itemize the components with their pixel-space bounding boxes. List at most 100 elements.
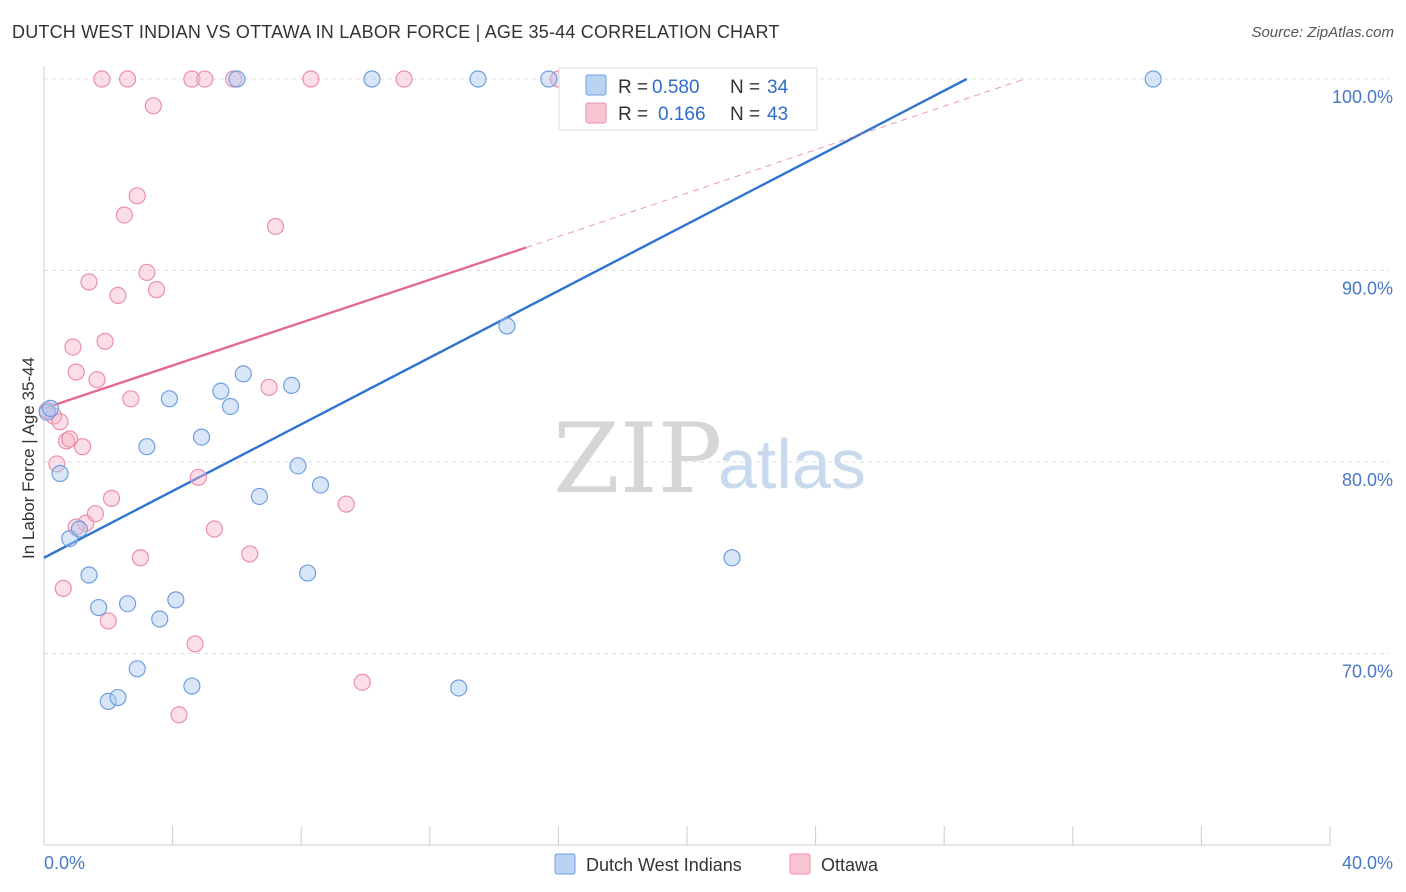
point-ottawa [241,545,259,563]
correlation-legend: R = 0.580 N = 34 R = 0.166 N = 43 [558,67,818,131]
watermark-zip: ZIP [553,403,722,515]
point-ottawa [73,438,92,456]
legend-r-value-1: 0.580 [652,77,700,98]
point-ottawa [99,612,117,630]
point-dutch-west-indians [469,70,487,88]
point-ottawa [144,97,162,115]
point-ottawa [61,430,79,448]
point-dutch-west-indians [90,598,108,617]
point-ottawa [122,390,140,408]
point-ottawa [54,579,72,597]
y-tick-label: 80.0% [1342,470,1393,490]
point-dutch-west-indians [160,390,178,408]
point-ottawa [118,70,137,88]
point-ottawa [353,673,371,691]
source-credit: Source: ZipAtlas.com [1251,24,1394,41]
point-dutch-west-indians [192,428,211,446]
point-ottawa [67,363,85,381]
point-ottawa [266,217,285,236]
point-dutch-west-indians [128,660,146,678]
point-dutch-west-indians [289,457,307,475]
point-dutch-west-indians [540,70,558,88]
point-dutch-west-indians [99,692,117,710]
point-ottawa [302,70,320,88]
point-ottawa [109,286,127,304]
chart-title: DUTCH WEST INDIAN VS OTTAWA IN LABOR FOR… [12,22,780,42]
point-dutch-west-indians [363,70,381,88]
point-ottawa [51,413,69,431]
point-dutch-west-indians [450,679,468,697]
point-dutch-west-indians [151,610,169,628]
trend-lines [43,77,1025,559]
point-ottawa [96,332,114,350]
legend-swatch-ottawa [585,102,607,124]
y-tick-label: 70.0% [1342,662,1393,682]
point-dutch-west-indians [723,549,741,567]
grid-lines [44,78,1390,654]
x-tick-label: 0.0% [44,853,85,873]
point-ottawa [186,635,204,653]
point-dutch-west-indians [212,382,230,400]
point-ottawa [189,468,207,486]
point-ottawa [88,371,106,389]
y-tick-label: 100.0% [1332,87,1393,107]
point-dutch-west-indians [228,70,246,88]
point-ottawa [102,489,121,507]
point-ottawa [196,70,214,88]
point-dutch-west-indians [1144,70,1162,88]
point-ottawa [115,206,133,224]
point-dutch-west-indians [51,464,69,483]
point-dutch-west-indians [282,376,301,394]
legend-r-value-2: 0.166 [658,104,706,125]
point-dutch-west-indians [167,591,185,609]
series-legend: Dutch West Indians Ottawa [554,853,879,875]
point-dutch-west-indians [80,566,98,584]
point-ottawa [147,281,166,299]
legend-n-label-1: N = [730,77,760,98]
point-ottawa [86,505,105,523]
point-dutch-west-indians [498,317,516,335]
x-tick-label: 40.0% [1342,853,1393,873]
legend-n-value-1: 34 [767,77,789,98]
point-ottawa [48,455,66,473]
series-legend-label-dutch-west-indians: Dutch West Indians [586,855,742,875]
axes: 70.0% 80.0% 90.0% 100.0% 0.0% 40.0% [43,66,1393,873]
data-points [38,70,1162,724]
point-dutch-west-indians [221,397,240,416]
point-ottawa [138,263,156,282]
series-legend-swatch-ottawa [789,853,811,875]
point-ottawa [64,338,82,356]
point-dutch-west-indians [311,476,330,494]
point-dutch-west-indians [299,564,317,582]
watermark-atlas: atlas [718,425,866,503]
point-ottawa [131,549,150,567]
legend-swatch-dutch-west-indians [585,74,607,96]
point-dutch-west-indians [138,438,156,456]
point-ottawa [128,187,146,205]
series-legend-label-ottawa: Ottawa [821,855,879,875]
legend-n-value-2: 43 [767,104,788,125]
point-dutch-west-indians [183,677,201,695]
point-ottawa [170,706,188,724]
point-ottawa [93,70,111,88]
point-dutch-west-indians [234,365,252,383]
point-dutch-west-indians [41,399,60,417]
legend-r-label-2: R = [618,104,648,125]
point-dutch-west-indians [250,487,269,506]
y-axis-label: In Labor Force | Age 35-44 [19,357,38,559]
legend-r-label-1: R = [618,77,648,98]
series-legend-swatch-dutch-west-indians [554,853,576,875]
point-dutch-west-indians [70,520,88,538]
point-dutch-west-indians [109,688,127,707]
point-ottawa [395,70,413,88]
point-ottawa [80,273,98,291]
point-ottawa [183,70,201,88]
trend-line-ottawa [43,246,527,410]
y-tick-label: 90.0% [1342,279,1393,299]
point-dutch-west-indians [118,595,137,613]
point-ottawa [260,378,278,396]
legend-n-label-2: N = [730,104,760,125]
point-ottawa [205,520,223,538]
point-ottawa [337,495,355,513]
